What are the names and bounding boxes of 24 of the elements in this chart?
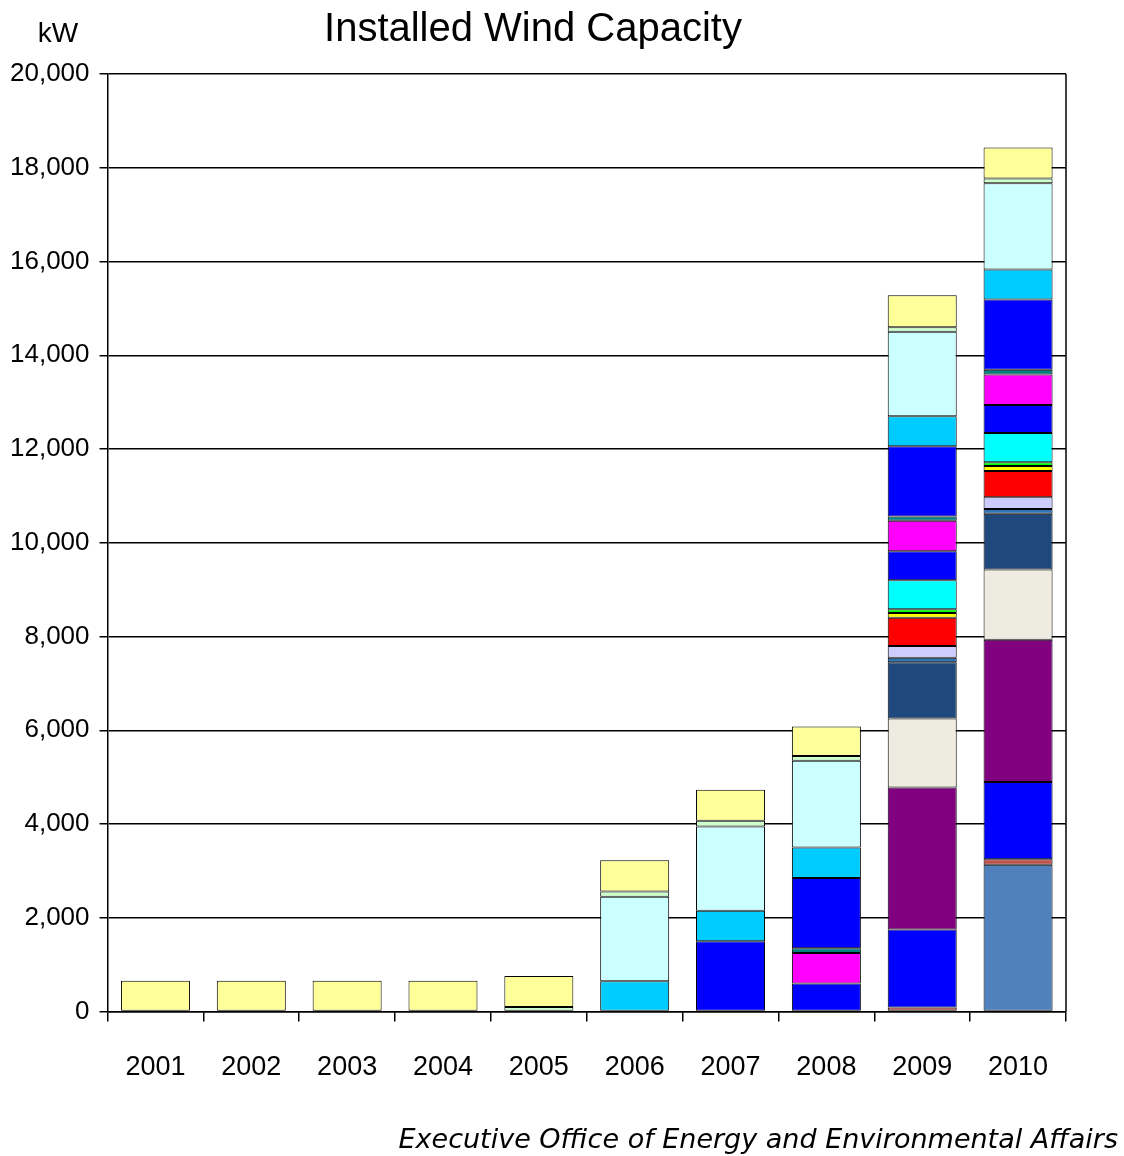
x-tick-label: 2004 — [412, 1051, 474, 1082]
y-tick-label: 12,000 — [9, 432, 90, 463]
y-tick-label: 4,000 — [24, 807, 90, 838]
x-tick-label: 2001 — [125, 1051, 186, 1082]
y-tick-label: 16,000 — [9, 244, 90, 275]
y-tick-label: 14,000 — [9, 338, 90, 369]
x-tick-label: 2005 — [508, 1051, 569, 1082]
text: Executive Office of Energy and Environmental Affairs — [398, 1123, 1118, 1154]
y-tick-label: 8,000 — [24, 619, 90, 650]
x-tick-label: 2003 — [317, 1051, 378, 1082]
y-tick-label: 0 — [75, 994, 90, 1025]
y-tick-label: 10,000 — [9, 525, 90, 556]
x-tick-label: 2010 — [988, 1051, 1049, 1082]
x-tick-label: 2009 — [892, 1051, 953, 1082]
x-tick-label: 2002 — [221, 1051, 282, 1082]
y-tick-label: 20,000 — [9, 57, 90, 88]
x-tick-label: 2006 — [604, 1051, 665, 1082]
x-tick-label: 2007 — [700, 1051, 761, 1082]
y-tick-label: 2,000 — [24, 901, 90, 932]
y-tick-label: 6,000 — [24, 713, 90, 744]
x-tick-label: 2008 — [796, 1051, 857, 1082]
y-tick-label: 18,000 — [9, 150, 90, 181]
y-axis-title: kW — [37, 17, 79, 48]
chart-title: Installed Wind Capacity — [324, 5, 742, 50]
